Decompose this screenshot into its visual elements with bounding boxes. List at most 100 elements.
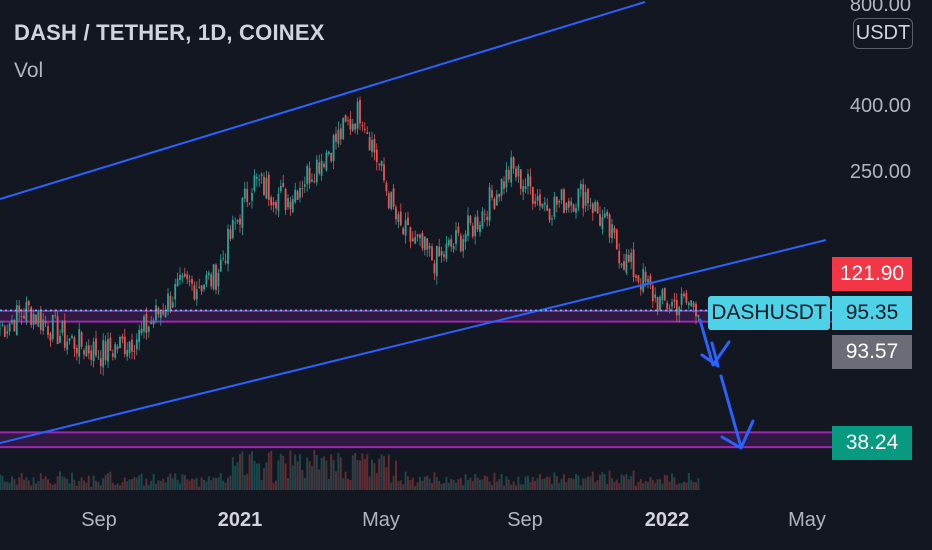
candle-body bbox=[243, 188, 246, 199]
candle-body bbox=[692, 302, 695, 308]
volume-bar bbox=[39, 473, 42, 490]
volume-bar bbox=[231, 457, 234, 490]
volume-bar bbox=[666, 475, 669, 490]
volume-bar bbox=[551, 484, 553, 490]
volume-bar bbox=[183, 474, 186, 490]
volume-bar bbox=[579, 485, 582, 490]
volume-bar bbox=[339, 457, 342, 490]
volume-bar bbox=[402, 484, 405, 490]
volume-bar bbox=[630, 476, 633, 490]
candle-body bbox=[411, 238, 414, 242]
candle-body bbox=[663, 287, 666, 301]
candle-body bbox=[591, 203, 594, 214]
volume-bar bbox=[291, 465, 294, 490]
candle-body bbox=[174, 284, 177, 300]
candle-body bbox=[267, 174, 270, 200]
candle-body bbox=[603, 213, 606, 218]
candle-body bbox=[147, 326, 150, 332]
candle-body bbox=[500, 179, 503, 196]
candle-body bbox=[181, 275, 184, 278]
volume-bar bbox=[651, 479, 654, 490]
candle-body bbox=[92, 341, 95, 362]
candle-body bbox=[387, 193, 390, 209]
volume-bar bbox=[443, 482, 445, 490]
volume-bar bbox=[248, 454, 251, 490]
volume-bar bbox=[536, 478, 539, 490]
volume-bar bbox=[263, 468, 265, 490]
candle-body bbox=[186, 274, 189, 280]
candle-body bbox=[563, 189, 565, 213]
volume-bar bbox=[83, 480, 85, 490]
candle-body bbox=[37, 312, 40, 327]
volume-bar bbox=[690, 480, 693, 490]
volume-bar bbox=[642, 483, 645, 490]
candle-body bbox=[114, 344, 117, 358]
volume-bar bbox=[195, 477, 198, 490]
candle-body bbox=[128, 341, 131, 354]
volume-bar bbox=[104, 474, 107, 490]
candle-body bbox=[575, 207, 577, 213]
candle-body bbox=[570, 201, 573, 206]
candle-body bbox=[42, 319, 45, 331]
candle-body bbox=[464, 233, 467, 242]
candle-body bbox=[272, 202, 275, 206]
volume-bar bbox=[315, 455, 318, 490]
volume-bar bbox=[589, 476, 592, 490]
volume-bar bbox=[575, 474, 577, 490]
candle-body bbox=[426, 238, 429, 250]
volume-bar bbox=[390, 482, 393, 490]
volume-bar bbox=[685, 482, 688, 490]
candle-body bbox=[361, 125, 364, 127]
volume-bar bbox=[107, 473, 109, 490]
volume-bar bbox=[18, 477, 21, 490]
candle-body bbox=[378, 163, 381, 165]
volume-bar bbox=[303, 477, 306, 490]
volume-bar bbox=[649, 477, 652, 490]
volume-bar bbox=[306, 457, 309, 490]
volume-bar bbox=[697, 478, 700, 490]
candle-body bbox=[421, 233, 424, 249]
volume-bar bbox=[385, 467, 388, 490]
candle-body bbox=[474, 217, 477, 237]
volume-bar bbox=[510, 484, 513, 490]
candle-body bbox=[234, 222, 237, 224]
volume-bar bbox=[279, 453, 282, 490]
volume-bar bbox=[407, 476, 409, 490]
candle-body bbox=[135, 339, 138, 350]
volume-bar bbox=[337, 452, 340, 490]
candle-body bbox=[258, 179, 261, 181]
volume-bar bbox=[299, 454, 301, 490]
candle-body bbox=[423, 236, 426, 250]
volume-bar bbox=[205, 481, 208, 490]
volume-bar bbox=[570, 478, 573, 490]
volume-bar bbox=[239, 454, 241, 490]
candle-body bbox=[589, 205, 592, 207]
volume-bar bbox=[361, 453, 364, 490]
volume-bar bbox=[455, 482, 457, 490]
candle-body bbox=[140, 328, 143, 334]
candle-body bbox=[375, 149, 378, 163]
volume-bar bbox=[668, 481, 671, 490]
candle-body bbox=[419, 234, 421, 239]
candle-body bbox=[27, 301, 30, 306]
volume-bar bbox=[546, 476, 549, 490]
candle-body bbox=[637, 275, 640, 282]
volume-bar bbox=[260, 480, 263, 490]
volume-bar bbox=[111, 482, 114, 490]
volume-bar bbox=[524, 476, 527, 490]
volume-bar bbox=[207, 476, 210, 490]
volume-bar bbox=[481, 479, 484, 490]
volume-bar bbox=[75, 485, 78, 490]
candle-body bbox=[541, 203, 544, 208]
candle-body bbox=[527, 173, 529, 187]
candle-body bbox=[479, 224, 481, 233]
volume-bar bbox=[395, 460, 397, 490]
currency-button[interactable]: USDT bbox=[853, 18, 913, 49]
volume-bar bbox=[548, 477, 551, 490]
volume-bar bbox=[219, 473, 222, 490]
volume-bar bbox=[20, 472, 23, 490]
candle-body bbox=[435, 245, 438, 277]
volume-bar bbox=[150, 480, 153, 490]
candle-body bbox=[529, 176, 532, 187]
